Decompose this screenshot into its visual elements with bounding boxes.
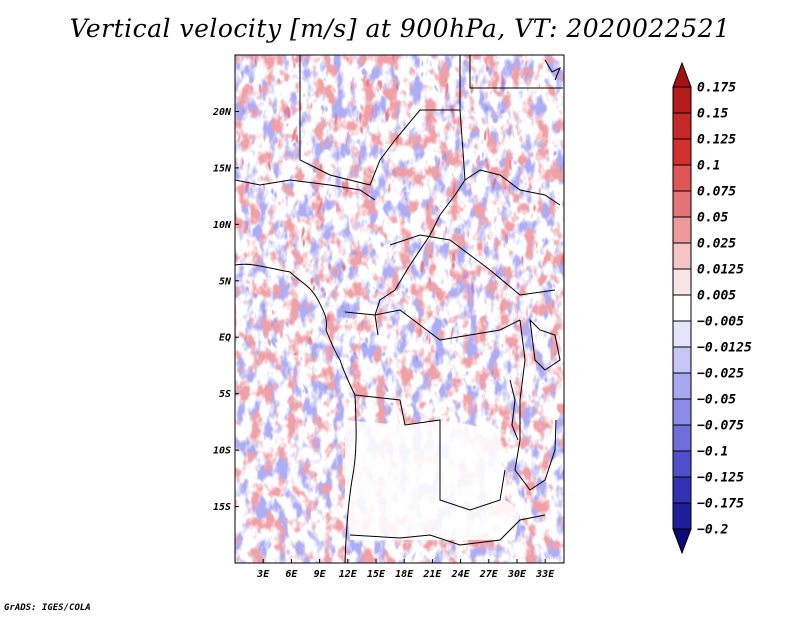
y-tick-label: 15N	[213, 163, 232, 174]
grads-credit: GrADS: IGES/COLA	[4, 603, 91, 613]
colorbar-label: 0.1	[697, 159, 720, 174]
map-frame	[234, 54, 565, 564]
coastline-west	[235, 263, 357, 563]
x-tick-label: 15E	[367, 569, 386, 580]
colorbar-label: −0.1	[697, 445, 728, 460]
colorbar-top-arrow	[672, 61, 692, 88]
x-tick-label: 27E	[479, 569, 499, 580]
x-axis: 3E 6E 9E 12E 15E 18E 21E 24E 27E 30E 33E	[256, 559, 555, 580]
colorbar: 0.175 0.15 0.125 0.1 0.075 0.05 0.025 0.0125 0.0…	[672, 61, 752, 555]
colorbar-band	[672, 398, 692, 426]
x-tick-label: 3E	[256, 569, 270, 580]
y-tick-label: EQ	[219, 333, 231, 344]
x-tick-label: 6E	[285, 569, 298, 580]
colorbar-band	[672, 424, 692, 452]
colorbar-label: 0.125	[697, 133, 736, 148]
colorbar-band	[672, 86, 692, 114]
colorbar-band	[672, 216, 692, 244]
colorbar-label: 0.005	[697, 289, 736, 304]
chart-title: Vertical velocity [m/s] at 900hPa, VT: 2…	[69, 14, 731, 43]
x-tick-label: 9E	[314, 569, 327, 580]
lake-victoria	[529, 318, 561, 371]
border-congo-north	[344, 309, 521, 341]
colorbar-label: −0.05	[697, 393, 736, 408]
colorbar-band	[672, 346, 692, 374]
x-tick-label: 24E	[451, 569, 471, 580]
colorbar-band	[672, 242, 692, 270]
colorbar-band	[672, 320, 692, 348]
vertical-velocity-field	[235, 55, 564, 563]
y-tick-label: 10N	[213, 220, 232, 231]
y-axis: 20N 15N 10N 5N EQ 5S 10S 15S	[212, 107, 239, 513]
border-sudan-east	[464, 169, 561, 206]
y-tick-label: 5N	[219, 276, 232, 287]
field-calm-region	[345, 420, 520, 540]
x-tick-label: 30E	[507, 569, 527, 580]
y-tick-label: 15S	[213, 502, 231, 513]
border-angola-drc	[354, 394, 506, 511]
x-tick-label: 12E	[339, 569, 358, 580]
colorbar-label: −0.175	[697, 497, 744, 512]
lake-tanganyika	[509, 379, 519, 441]
colorbar-band	[672, 450, 692, 478]
colorbar-band	[672, 294, 692, 322]
colorbar-label: −0.2	[697, 523, 728, 538]
colorbar-label: −0.075	[697, 419, 744, 434]
colorbar-label: 0.0125	[697, 263, 744, 278]
colorbar-band	[672, 268, 692, 296]
border-namibia-zambia	[349, 514, 546, 546]
colorbar-label: 0.025	[697, 237, 736, 252]
border-sahel	[235, 179, 376, 201]
country-borders	[235, 55, 563, 563]
y-tick-label: 10S	[213, 446, 231, 457]
colorbar-band	[672, 476, 692, 504]
colorbar-band	[672, 372, 692, 400]
colorbar-band	[672, 138, 692, 166]
border-egypt-sudan	[469, 55, 563, 89]
colorbar-label: −0.0125	[697, 341, 752, 356]
colorbar-label: −0.005	[697, 315, 744, 330]
border-east-africa	[514, 319, 557, 491]
field-strong-descent	[235, 55, 564, 405]
x-tick-label: 21E	[422, 569, 442, 580]
colorbar-band	[672, 502, 692, 530]
colorbar-bottom-arrow	[672, 528, 692, 555]
colorbar-band	[672, 112, 692, 140]
y-tick-label: 20N	[212, 107, 232, 118]
x-tick-label: 33E	[535, 569, 555, 580]
nile-delta-coast	[544, 59, 561, 81]
colorbar-label: 0.075	[697, 185, 736, 200]
colorbar-band	[672, 164, 692, 192]
border-car-south-sudan	[389, 234, 556, 296]
x-tick-label: 18E	[395, 569, 414, 580]
colorbar-band	[672, 190, 692, 218]
colorbar-label: 0.05	[697, 211, 728, 226]
colorbar-label: 0.175	[697, 81, 736, 96]
y-tick-label: 5S	[219, 389, 231, 400]
colorbar-label: 0.15	[697, 107, 728, 122]
colorbar-label: −0.125	[697, 471, 744, 486]
border-niger-algeria	[299, 55, 461, 186]
border-chad-sudan	[374, 109, 466, 336]
colorbar-label: −0.025	[697, 367, 744, 382]
